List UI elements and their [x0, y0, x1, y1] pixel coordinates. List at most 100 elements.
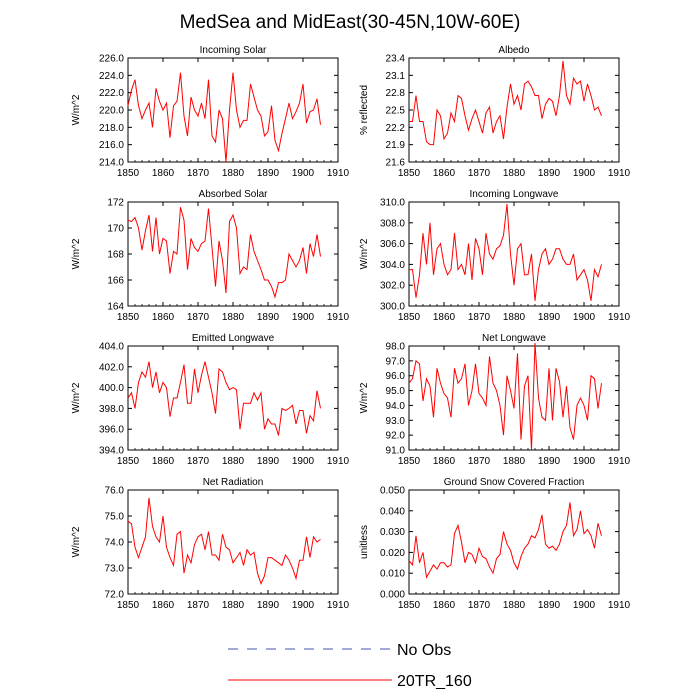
y-tick-label: 396.0	[99, 425, 124, 436]
y-tick-label: 75.0	[105, 512, 125, 523]
x-tick-label: 1860	[433, 600, 456, 611]
panel-title: Ground Snow Covered Fraction	[444, 477, 585, 488]
x-tick-label: 1860	[152, 600, 175, 611]
y-tick-label: 94.0	[386, 401, 406, 412]
y-tick-label: 72.0	[105, 590, 125, 601]
x-tick-label: 1850	[117, 168, 140, 179]
y-tick-label: 404.0	[99, 342, 124, 353]
legend: No Obs 20TR_160	[228, 642, 472, 690]
y-axis-label: W/m^2	[359, 382, 370, 413]
y-tick-label: 168	[107, 250, 124, 261]
x-tick-label: 1900	[573, 456, 596, 467]
y-tick-label: 0.050	[380, 486, 405, 497]
x-tick-label: 1860	[152, 312, 175, 323]
x-tick-label: 1880	[503, 168, 526, 179]
y-tick-label: 310.0	[380, 198, 405, 209]
y-tick-label: 220.0	[99, 106, 124, 117]
y-tick-label: 0.030	[380, 527, 405, 538]
series-line-20tr-160	[127, 361, 321, 436]
y-tick-label: 218.0	[99, 123, 124, 134]
x-tick-label: 1910	[327, 456, 350, 467]
y-tick-label: 0.040	[380, 506, 405, 517]
panel-title: Incoming Solar	[200, 45, 267, 56]
x-tick-label: 1860	[433, 168, 456, 179]
y-tick-label: 170	[107, 224, 124, 235]
y-axis-label: W/m^2	[71, 94, 82, 125]
y-tick-label: 398.0	[99, 404, 124, 415]
y-tick-label: 95.0	[386, 386, 406, 397]
y-tick-label: 97.0	[386, 356, 406, 367]
x-tick-label: 1890	[538, 456, 561, 467]
y-tick-label: 300.0	[380, 302, 405, 313]
panel-incoming-solar: Incoming Solar W/m^2 1850 1860 1870 1880 1890 1…	[71, 45, 350, 179]
y-tick-label: 216.0	[99, 140, 124, 151]
y-tick-label: 22.5	[386, 106, 406, 117]
panel-title: Incoming Longwave	[470, 189, 559, 200]
y-tick-label: 0.010	[380, 569, 405, 580]
y-tick-label: 304.0	[380, 260, 405, 271]
panel-incoming-longwave: Incoming Longwave W/m^2 1850 1860 1870 1880 18…	[359, 189, 631, 323]
x-tick-label: 1880	[503, 600, 526, 611]
panel-albedo: Albedo % reflected 1850 1860 1870 1880 1890 190…	[359, 45, 631, 179]
y-axis-label: W/m^2	[71, 526, 82, 557]
x-tick-label: 1890	[538, 600, 561, 611]
panels: Incoming Solar W/m^2 1850 1860 1870 1880 1890 1…	[71, 45, 631, 611]
y-tick-label: 91.0	[386, 446, 406, 457]
y-tick-label: 226.0	[99, 54, 124, 65]
y-tick-label: 400.0	[99, 383, 124, 394]
series-line-20tr-160	[409, 60, 602, 146]
x-tick-label: 1860	[433, 312, 456, 323]
x-tick-label: 1870	[468, 168, 491, 179]
x-tick-label: 1900	[292, 456, 315, 467]
x-tick-label: 1900	[573, 312, 596, 323]
x-tick-label: 1910	[327, 168, 350, 179]
x-tick-label: 1880	[503, 456, 526, 467]
y-tick-label: 73.0	[105, 564, 125, 575]
panel-title: Absorbed Solar	[199, 189, 269, 200]
x-tick-label: 1870	[468, 312, 491, 323]
panel-title: Net Longwave	[482, 333, 546, 344]
series-line-20tr-160	[409, 204, 602, 301]
y-tick-label: 93.0	[386, 416, 406, 427]
x-tick-label: 1850	[117, 312, 140, 323]
panel-absorbed-solar: Absorbed Solar W/m^2 1850 1860 1870 1880 1890 1…	[71, 189, 350, 323]
x-tick-label: 1850	[117, 600, 140, 611]
x-tick-label: 1890	[257, 456, 280, 467]
x-tick-label: 1860	[433, 456, 456, 467]
panel-emitted-longwave: Emitted Longwave W/m^2 1850 1860 1870 1880 189…	[71, 333, 350, 467]
y-tick-label: 22.2	[386, 123, 406, 134]
x-tick-label: 1880	[503, 312, 526, 323]
series-line-20tr-160	[127, 497, 321, 585]
x-tick-label: 1880	[222, 600, 245, 611]
y-tick-label: 98.0	[386, 342, 406, 353]
figure-title: MedSea and MidEast(30-45N,10W-60E)	[180, 12, 521, 33]
x-tick-label: 1870	[187, 312, 210, 323]
x-tick-label: 1850	[117, 456, 140, 467]
x-tick-label: 1870	[468, 600, 491, 611]
y-tick-label: 224.0	[99, 71, 124, 82]
x-tick-label: 1880	[222, 168, 245, 179]
y-tick-label: 402.0	[99, 362, 124, 373]
x-tick-label: 1910	[608, 456, 631, 467]
y-tick-label: 96.0	[386, 371, 406, 382]
x-tick-label: 1850	[398, 456, 421, 467]
y-tick-label: 76.0	[105, 486, 125, 497]
x-tick-label: 1910	[327, 600, 350, 611]
x-tick-label: 1890	[538, 168, 561, 179]
x-tick-label: 1860	[152, 456, 175, 467]
y-tick-label: 166	[107, 276, 124, 287]
x-tick-label: 1900	[573, 600, 596, 611]
panel-title: Net Radiation	[203, 477, 264, 488]
panel-title: Albedo	[498, 45, 530, 56]
y-axis-label: W/m^2	[71, 382, 82, 413]
y-tick-label: 0.000	[380, 590, 405, 601]
y-tick-label: 23.1	[386, 71, 406, 82]
x-tick-label: 1900	[573, 168, 596, 179]
y-tick-label: 164	[107, 302, 124, 313]
series-line-20tr-160	[408, 342, 602, 451]
x-tick-label: 1890	[538, 312, 561, 323]
panel-net-longwave: Net Longwave W/m^2 1850 1860 1870 1880 1890 190…	[359, 333, 631, 467]
panel-net-radiation: Net Radiation W/m^2 1850 1860 1870 1880 1890 19…	[71, 477, 350, 611]
